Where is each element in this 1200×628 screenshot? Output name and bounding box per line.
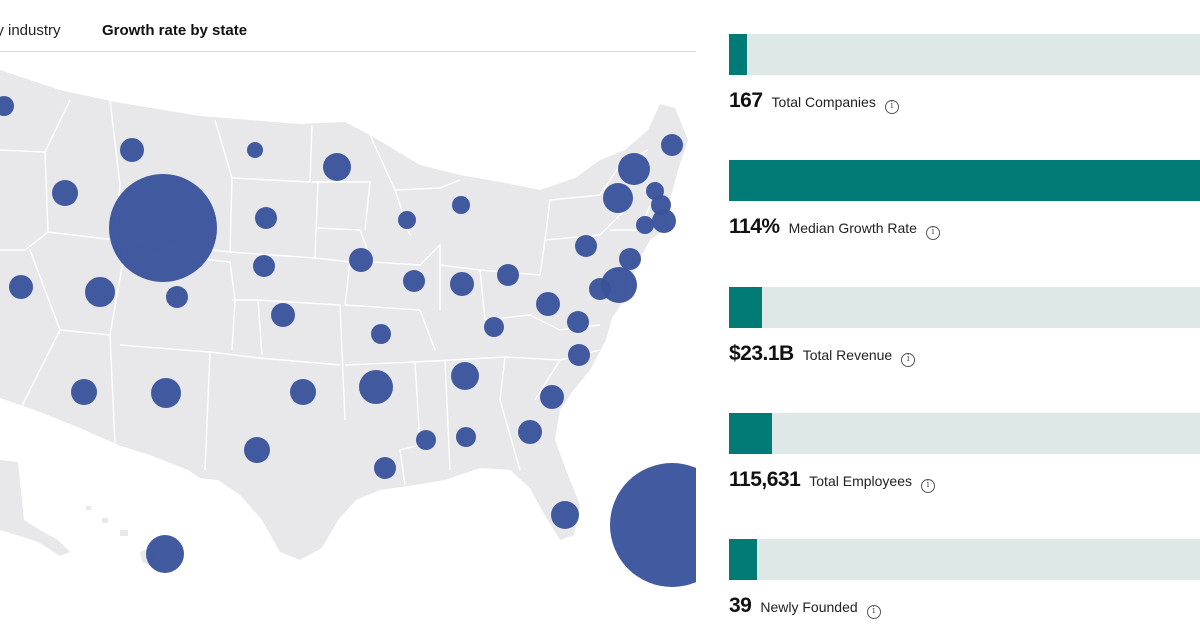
state-bubble-idaho[interactable]	[52, 180, 78, 206]
state-bubble-louisiana[interactable]	[374, 457, 396, 479]
stat-value: 115,631	[729, 468, 801, 491]
state-bubble-maine[interactable]	[661, 134, 683, 156]
stat-bar-track	[729, 287, 1200, 328]
stats-panel: 167 Total Companies i 114% Median Growth…	[729, 0, 1200, 628]
stat-label: Median Growth Rate	[788, 220, 917, 236]
stat-bar-fill	[729, 287, 762, 328]
state-borders	[0, 99, 651, 486]
state-bubble-new-york[interactable]	[603, 183, 633, 213]
state-bubble-montana[interactable]	[120, 138, 144, 162]
info-icon[interactable]: i	[866, 605, 881, 619]
info-icon[interactable]: i	[925, 226, 940, 240]
state-bubble-michigan[interactable]	[452, 196, 470, 214]
stat-label: Total Companies	[771, 94, 876, 110]
state-bubble-delaware[interactable]	[589, 278, 611, 300]
hawaii-island	[120, 530, 128, 536]
stat-bar-fill	[729, 413, 772, 454]
info-icon[interactable]: i	[901, 353, 916, 367]
state-bubble-connecticut[interactable]	[636, 216, 654, 234]
state-bubble-indiana[interactable]	[450, 272, 474, 296]
state-bubble-west-virginia[interactable]	[536, 292, 560, 316]
state-bubble-south-dakota[interactable]	[255, 207, 277, 229]
state-bubble-south-carolina[interactable]	[540, 385, 564, 409]
stat-value: 167	[729, 89, 763, 112]
stat-line: 39 Newly Founded i	[729, 594, 881, 619]
state-bubble-arizona[interactable]	[71, 379, 97, 405]
state-bubble-kansas[interactable]	[271, 303, 295, 327]
us-map-svg	[0, 70, 696, 587]
stat-label: Total Revenue	[802, 347, 893, 363]
stat-label: Total Employees	[809, 473, 912, 489]
state-bubble-new-jersey[interactable]	[619, 248, 641, 270]
state-bubbles	[0, 96, 696, 587]
tab-growth-rate-by-state[interactable]: Growth rate by state	[102, 22, 248, 39]
state-bubble-oklahoma[interactable]	[290, 379, 316, 405]
state-bubble-alabama[interactable]	[456, 427, 476, 447]
stat-label: Newly Founded	[760, 599, 858, 615]
stat-bar-track	[729, 539, 1200, 580]
state-bubble-maryland[interactable]	[601, 267, 637, 303]
tab-by-industry[interactable]: by industry	[0, 22, 61, 39]
state-bubble-iowa[interactable]	[349, 248, 373, 272]
state-bubble-rhode-island[interactable]	[652, 209, 676, 233]
state-bubble-nevada[interactable]	[85, 277, 115, 307]
hawaii-island	[86, 506, 91, 510]
state-bubble-illinois[interactable]	[403, 270, 425, 292]
stat-bar-track	[729, 34, 1200, 75]
state-bubble-utah[interactable]	[166, 286, 188, 308]
stat-value: 39	[729, 594, 752, 617]
state-bubble-virginia[interactable]	[567, 311, 589, 333]
state-bubble-wisconsin[interactable]	[398, 211, 416, 229]
state-bubble-georgia[interactable]	[518, 420, 542, 444]
state-bubble-tennessee[interactable]	[451, 362, 479, 390]
state-bubble-minnesota[interactable]	[323, 153, 351, 181]
state-bubble-pennsylvania[interactable]	[575, 235, 597, 257]
stat-bar-track	[729, 160, 1200, 201]
state-bubble-vermont[interactable]	[618, 153, 650, 185]
state-bubble-arkansas[interactable]	[359, 370, 393, 404]
hawaii-island	[102, 518, 108, 523]
stat-bar-fill	[729, 34, 747, 75]
info-icon[interactable]: i	[920, 479, 935, 493]
stat-line: 115,631 Total Employees i	[729, 468, 935, 493]
state-bubble-mississippi[interactable]	[416, 430, 436, 450]
state-bubble-washington[interactable]	[0, 96, 14, 116]
state-bubble-north-dakota[interactable]	[247, 142, 263, 158]
info-icon[interactable]: i	[884, 100, 899, 114]
state-bubble-texas[interactable]	[244, 437, 270, 463]
stat-line: $23.1B Total Revenue i	[729, 342, 916, 367]
state-bubble-north-carolina[interactable]	[568, 344, 590, 366]
stat-line: 114% Median Growth Rate i	[729, 215, 940, 240]
stat-value: 114%	[729, 215, 780, 238]
state-bubble-wyoming[interactable]	[109, 174, 217, 282]
state-bubble-florida[interactable]	[551, 501, 579, 529]
stat-value: $23.1B	[729, 342, 794, 365]
state-bubble-oregon[interactable]	[9, 275, 33, 299]
state-bubble-puerto-rico[interactable]	[610, 463, 696, 587]
view-tabs: by industry Growth rate by state	[0, 0, 696, 52]
state-bubble-kentucky[interactable]	[484, 317, 504, 337]
stat-bar-fill	[729, 160, 1200, 201]
state-bubble-hawaii[interactable]	[146, 535, 184, 573]
state-bubble-missouri[interactable]	[371, 324, 391, 344]
us-growth-map	[0, 53, 696, 628]
stat-bar-track	[729, 413, 1200, 454]
stat-line: 167 Total Companies i	[729, 89, 899, 114]
state-bubble-ohio[interactable]	[497, 264, 519, 286]
state-bubble-nebraska[interactable]	[253, 255, 275, 277]
state-bubble-new-mexico[interactable]	[151, 378, 181, 408]
alaska-shape	[0, 460, 70, 556]
stat-bar-fill	[729, 539, 757, 580]
